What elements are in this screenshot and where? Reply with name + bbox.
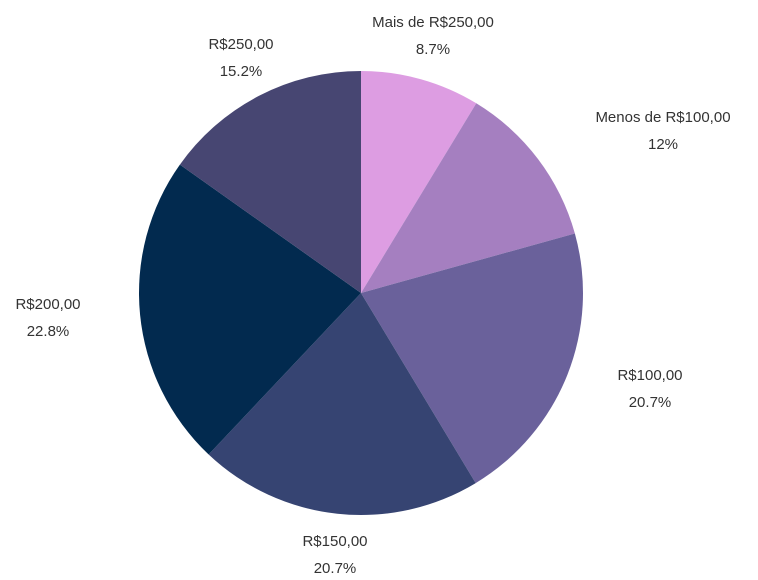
slice-label: Menos de R$100,00 — [595, 109, 730, 126]
pie-slice — [361, 103, 575, 294]
slice-label: R$250,00 — [208, 36, 273, 53]
slice-value-label: 15.2% — [220, 63, 263, 80]
slice-label: Mais de R$250,00 — [372, 14, 494, 31]
pie-slice — [179, 71, 361, 293]
pie-slice — [361, 71, 477, 293]
slice-value-label: 12% — [648, 136, 678, 153]
slice-label: R$200,00 — [15, 296, 80, 313]
slice-value-label: 8.7% — [416, 41, 450, 58]
slice-value-label: 20.7% — [314, 560, 357, 577]
pie-slice — [138, 164, 361, 455]
slice-label: R$100,00 — [617, 367, 682, 384]
pie-slice — [208, 293, 476, 516]
pie-slice — [361, 233, 583, 484]
slice-value-label: 20.7% — [629, 394, 672, 411]
slice-value-label: 22.8% — [27, 323, 70, 340]
slice-label: R$150,00 — [302, 533, 367, 550]
